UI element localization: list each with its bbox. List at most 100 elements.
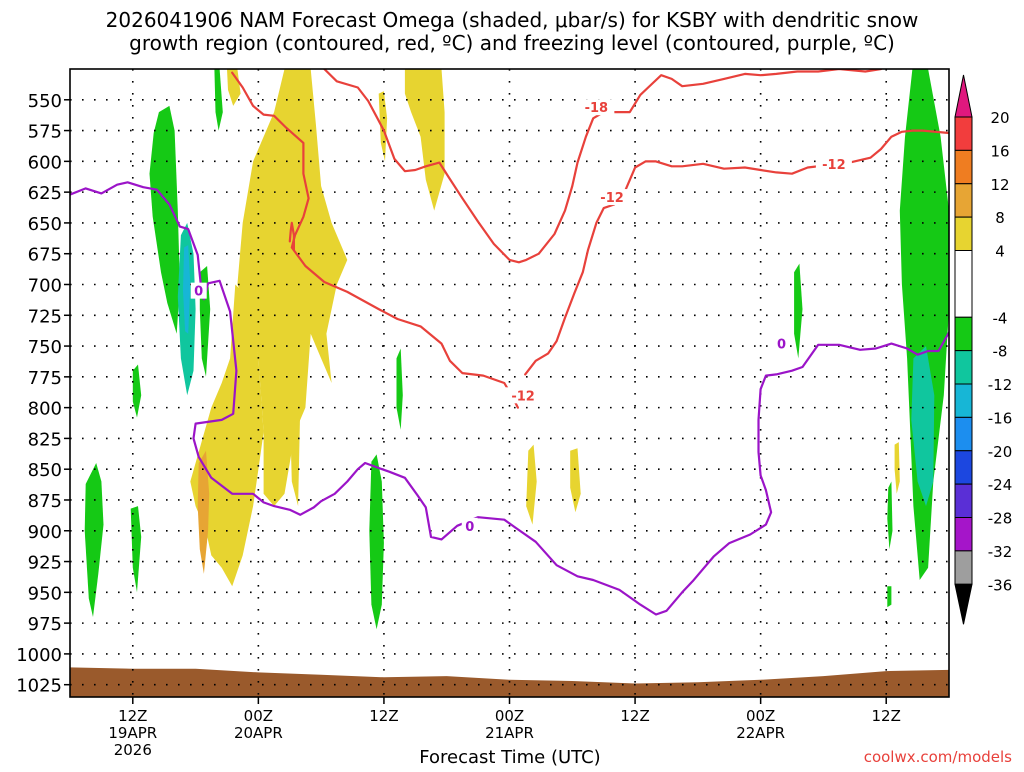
contour-label-minus12-c: -12 [511, 389, 535, 404]
y-tick-label-625: 625 [28, 183, 62, 204]
y-tick-label-650: 650 [28, 214, 62, 235]
contour-label-minus12-c-bg [505, 387, 542, 404]
x-tick-label-6-2: 2026 [114, 741, 152, 759]
contour-label-minus12-a: -12 [600, 191, 624, 206]
dendritic-contour-minus12-east [524, 129, 949, 376]
x-tick-label-54-0: 12Z [620, 707, 649, 725]
freezing-level-contour [70, 181, 949, 616]
colorbar-label-4: 4 [995, 243, 1005, 261]
colorbar-bin--28--24 [954, 483, 973, 518]
y-tick-label-925: 925 [28, 553, 62, 574]
x-tick-label-42-1: 21APR [485, 724, 534, 742]
y-tick-label-800: 800 [28, 399, 62, 420]
colorbar-bin--12--8 [954, 350, 973, 385]
colorbar-bin--24--20 [954, 450, 973, 485]
x-tick-label-18-0: 00Z [244, 707, 273, 725]
omega-region-descent-top-3 [378, 91, 388, 162]
y-tick-label-950: 950 [28, 583, 62, 604]
contour-label-zero-c: 0 [777, 338, 786, 353]
y-tick-label-775: 775 [28, 368, 62, 389]
omega-region-ascent-small-3 [132, 364, 142, 418]
plot-inner: -18 -12 -12 -12 0 0 0 [70, 69, 949, 697]
omega-region-ascent-small-4 [130, 506, 142, 593]
omega-region-descent-strong [197, 450, 210, 574]
credit-text: coolwx.com/models [864, 748, 1012, 766]
colorbar-label--28: -28 [988, 510, 1013, 528]
colorbar-label--4: -4 [993, 309, 1008, 327]
colorbar-bottom-arrow [954, 583, 973, 625]
y-tick-label-575: 575 [28, 122, 62, 143]
x-tick-label-6-0: 12Z [118, 707, 147, 725]
colorbar-label-16: 16 [990, 142, 1009, 160]
dendritic-contour-minus12-loop [288, 221, 295, 252]
omega-region-ascent-west-core-inner [183, 245, 191, 334]
omega-region-descent-small-4 [894, 442, 900, 494]
chart-title-line-2: growth region (contoured, red, ºC) and f… [129, 31, 895, 55]
omega-region-descent-small-1 [289, 339, 301, 507]
colorbar-label--36: -36 [988, 576, 1013, 594]
y-tick-label-700: 700 [28, 275, 62, 296]
omega-region-descent-small-3 [570, 448, 581, 513]
colorbar-label-12: 12 [990, 176, 1009, 194]
contour-label-minus12-b: -12 [822, 158, 846, 173]
x-axis-label: Forecast Time (UTC) [419, 747, 600, 768]
omega-region-ascent-low-west [84, 463, 104, 617]
chart-title-line-1: 2026041906 NAM Forecast Omega (shaded, μ… [106, 8, 919, 32]
omega-region-ascent-west-column [149, 105, 180, 334]
contour-label-zero-a-bg [190, 282, 207, 299]
x-tick-label-18-1: 20APR [234, 724, 283, 742]
colorbar-bin--8--4 [954, 316, 973, 352]
colorbar-bin--36--32 [954, 550, 973, 585]
contour-label-zero-b: 0 [465, 520, 474, 535]
y-tick-label-675: 675 [28, 245, 62, 266]
x-tick-label-6-1: 19APR [108, 724, 157, 742]
omega-region-ascent-small-6 [794, 263, 803, 359]
colorbar: 20 16 12 8 4 -4 -8 -12 -16 -20 -24 -28 -32 -36 [954, 74, 1013, 625]
omega-region-descent-small-2 [526, 444, 537, 525]
omega-region-ascent-east-column [899, 69, 949, 580]
omega-region-ascent-small-5 [396, 348, 403, 430]
y-tick-label-900: 900 [28, 522, 62, 543]
y-tick-label-825: 825 [28, 429, 62, 450]
colorbar-label--32: -32 [988, 543, 1013, 561]
x-tick-label-66-1: 22APR [736, 724, 785, 742]
y-tick-label-750: 750 [28, 337, 62, 358]
y-tick-label-600: 600 [28, 152, 62, 173]
colorbar-bin--4-4 [954, 250, 973, 318]
contour-label-minus18: -18 [585, 101, 609, 116]
colorbar-bin-8-12 [954, 183, 973, 218]
y-tick-label-975: 975 [28, 614, 62, 635]
y-tick-label-550: 550 [28, 91, 62, 112]
x-tick-label-30-0: 12Z [369, 707, 398, 725]
omega-region-ascent-mid [369, 454, 384, 630]
omega-region-descent-top-2 [404, 69, 445, 211]
colorbar-label--24: -24 [988, 476, 1013, 494]
omega-region-descent-main [237, 69, 348, 507]
colorbar-bin-4-8 [954, 216, 973, 251]
x-tick-label-66-0: 00Z [746, 707, 775, 725]
omega-region-ascent-east-core [911, 346, 935, 507]
colorbar-bin--16--12 [954, 383, 973, 418]
y-tick-label-875: 875 [28, 491, 62, 512]
x-tick-label-78-0: 12Z [872, 707, 901, 725]
colorbar-top-arrow [954, 74, 973, 118]
omega-region-ascent-small-8 [887, 586, 892, 608]
y-tick-label-1000: 1000 [16, 645, 62, 666]
colorbar-bin--20--16 [954, 416, 973, 452]
dendritic-contour-minus12-west [231, 71, 520, 409]
y-tick-label-1025: 1025 [16, 676, 62, 697]
colorbar-bin--32--28 [954, 517, 973, 552]
contour-label-minus12-b-bg [815, 155, 852, 172]
y-tick-label-850: 850 [28, 460, 62, 481]
omega-region-ascent-small-7 [887, 481, 893, 550]
x-tick-label-42-0: 00Z [495, 707, 524, 725]
colorbar-label-8: 8 [995, 209, 1005, 227]
plot-layer: -18 -12 -12 -12 0 0 0 550 575 600 625 650 675 700 725 7… [16, 68, 950, 759]
y-tick-label-725: 725 [28, 306, 62, 327]
contour-label-zero-b-bg [461, 517, 478, 534]
contour-label-zero-c-bg [773, 335, 790, 352]
colorbar-label--20: -20 [988, 443, 1013, 461]
colorbar-bin-12-16 [954, 149, 973, 185]
